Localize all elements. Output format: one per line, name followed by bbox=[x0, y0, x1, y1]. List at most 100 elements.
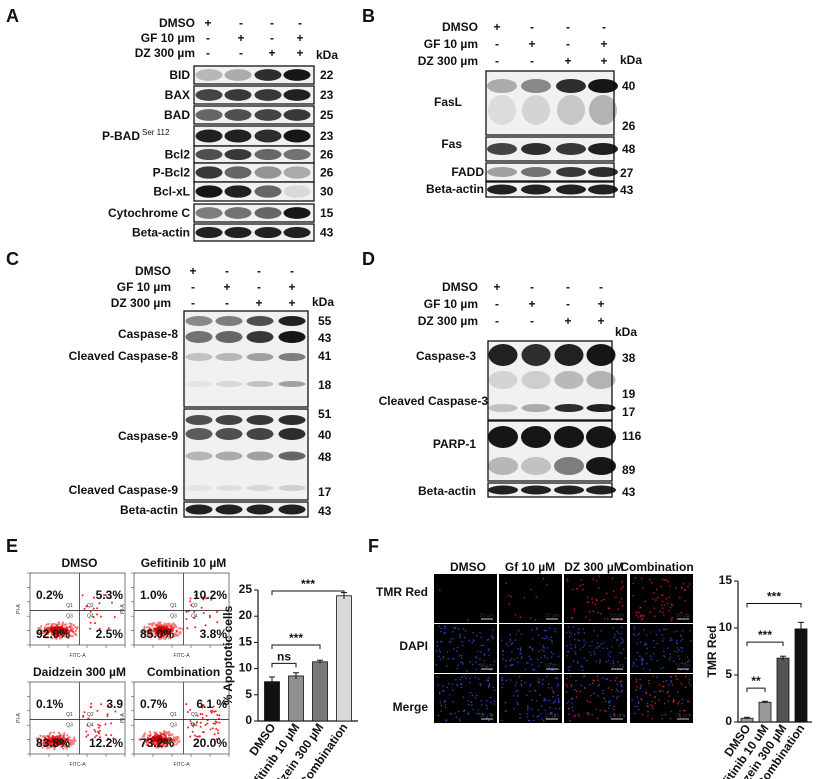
quadrant-label: Q1 bbox=[66, 603, 73, 609]
cell-signal bbox=[668, 596, 670, 598]
cell-signal bbox=[543, 699, 545, 702]
significance-bracket bbox=[746, 603, 802, 608]
cell-signal bbox=[637, 701, 640, 703]
blot-band bbox=[488, 404, 518, 412]
blot-band bbox=[246, 485, 274, 491]
facs-event bbox=[210, 711, 213, 714]
cell-signal bbox=[512, 695, 515, 697]
facs-event bbox=[62, 734, 65, 738]
facs-event bbox=[178, 740, 181, 743]
cell-signal bbox=[669, 717, 672, 720]
facs-event bbox=[167, 622, 170, 626]
scale-bar-label: 50 µm bbox=[480, 663, 494, 669]
cell-signal bbox=[552, 653, 554, 655]
cell-signal bbox=[537, 680, 539, 683]
cell-signal bbox=[635, 680, 638, 683]
cell-signal bbox=[639, 614, 642, 616]
cell-signal bbox=[462, 696, 465, 699]
cell-signal bbox=[663, 685, 665, 688]
cell-signal bbox=[622, 639, 624, 641]
facs-event bbox=[201, 716, 204, 719]
cell-signal bbox=[641, 577, 643, 580]
cell-signal bbox=[669, 585, 671, 587]
cell-signal bbox=[509, 634, 511, 636]
facs-event bbox=[73, 632, 76, 635]
cell-signal bbox=[617, 608, 620, 610]
cell-signal bbox=[557, 683, 559, 685]
treatment-mark: + bbox=[223, 280, 230, 294]
facs-event bbox=[165, 635, 168, 638]
cell-signal bbox=[658, 684, 661, 686]
facs-event bbox=[107, 704, 110, 707]
cell-signal bbox=[532, 668, 535, 671]
cell-signal bbox=[592, 610, 595, 612]
quadrant-percent: 12.2% bbox=[89, 736, 123, 750]
facs-event bbox=[74, 739, 77, 742]
treatment-mark: - bbox=[566, 280, 570, 294]
cell-signal bbox=[479, 683, 482, 685]
cell-signal bbox=[574, 688, 576, 691]
cell-signal bbox=[452, 637, 455, 640]
cell-signal bbox=[679, 710, 681, 712]
cell-signal bbox=[552, 690, 554, 692]
y-tick-label: 10 bbox=[239, 661, 253, 675]
facs-event bbox=[218, 714, 221, 717]
facs-event bbox=[113, 616, 116, 618]
cell-signal bbox=[653, 653, 655, 655]
cell-signal bbox=[603, 642, 605, 644]
facs-event bbox=[210, 598, 213, 601]
blot-band bbox=[185, 316, 213, 326]
cell-signal bbox=[576, 587, 579, 590]
cell-signal bbox=[596, 634, 599, 637]
cell-signal bbox=[669, 606, 672, 609]
bar bbox=[264, 681, 280, 722]
cell-signal bbox=[577, 632, 580, 634]
treatment-mark: + bbox=[288, 280, 295, 294]
quadrant-label: Q2 bbox=[87, 603, 94, 609]
cell-signal bbox=[471, 663, 474, 666]
cell-signal bbox=[662, 666, 665, 669]
cell-signal bbox=[467, 713, 470, 715]
cell-signal bbox=[480, 651, 482, 653]
cell-signal bbox=[528, 720, 531, 722]
cell-signal bbox=[442, 690, 444, 692]
cell-signal bbox=[442, 685, 445, 687]
blot-band bbox=[554, 344, 584, 366]
blot-band bbox=[246, 415, 274, 425]
cell-signal bbox=[684, 675, 687, 678]
cell-signal bbox=[668, 695, 670, 697]
cell-signal bbox=[670, 681, 673, 684]
cell-signal bbox=[680, 611, 683, 614]
cell-signal bbox=[502, 649, 504, 652]
cell-signal bbox=[661, 594, 664, 596]
protein-label: FADD bbox=[451, 165, 484, 179]
facs-event bbox=[189, 720, 192, 723]
y-tick-label: 0 bbox=[245, 713, 252, 727]
cell-signal bbox=[458, 628, 460, 630]
cell-signal bbox=[566, 702, 569, 704]
blot-band bbox=[278, 451, 306, 461]
facs-event bbox=[48, 739, 53, 744]
cell-signal bbox=[677, 702, 679, 705]
y-tick-label: 15 bbox=[239, 634, 253, 648]
facs-event bbox=[148, 730, 151, 734]
facs-event bbox=[172, 736, 176, 739]
cell-signal bbox=[624, 657, 626, 659]
cell-signal bbox=[571, 697, 574, 700]
facs-event bbox=[42, 741, 45, 744]
cell-signal bbox=[548, 683, 550, 685]
facs-event bbox=[212, 722, 215, 725]
facs-event bbox=[212, 705, 215, 708]
cell-signal bbox=[642, 587, 644, 589]
cell-signal bbox=[672, 701, 675, 704]
cell-signal bbox=[597, 611, 599, 614]
treatment-label: DMSO bbox=[135, 264, 171, 278]
cell-signal bbox=[537, 715, 540, 717]
quadrant-percent: 20.0% bbox=[193, 736, 227, 750]
cell-signal bbox=[470, 701, 473, 703]
cell-signal bbox=[455, 678, 457, 681]
cell-signal bbox=[520, 680, 523, 682]
facs-event bbox=[148, 737, 151, 740]
cell-signal bbox=[656, 676, 658, 678]
cell-signal bbox=[669, 653, 671, 655]
